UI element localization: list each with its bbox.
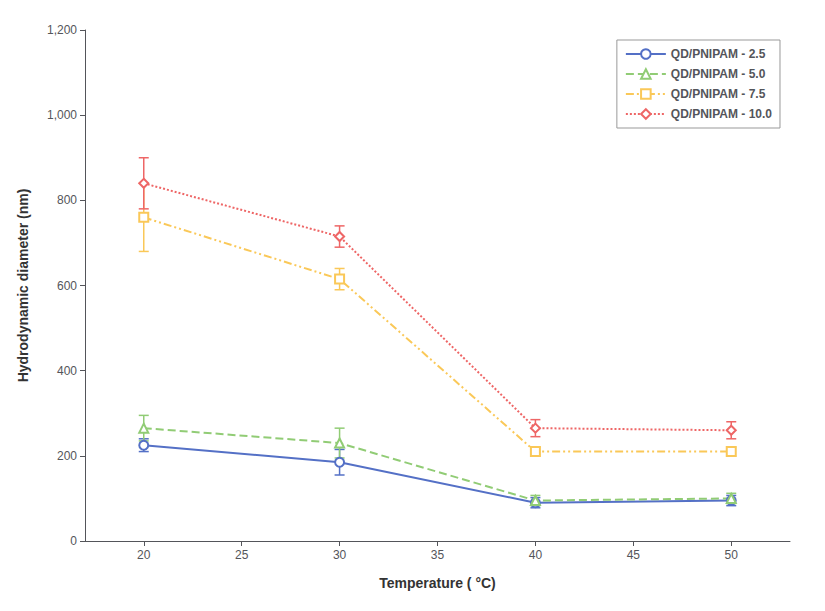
svg-text:35: 35 [431, 548, 445, 562]
svg-text:QD/PNIPAM - 10.0: QD/PNIPAM - 10.0 [671, 107, 772, 121]
svg-text:45: 45 [627, 548, 641, 562]
svg-text:200: 200 [57, 449, 77, 463]
svg-text:800: 800 [57, 193, 77, 207]
svg-text:40: 40 [529, 548, 543, 562]
svg-text:20: 20 [137, 548, 151, 562]
svg-text:QD/PNIPAM - 2.5: QD/PNIPAM - 2.5 [671, 47, 766, 61]
svg-text:30: 30 [333, 548, 347, 562]
svg-text:600: 600 [57, 279, 77, 293]
svg-text:Hydrodynamic diameter (nm): Hydrodynamic diameter (nm) [15, 189, 31, 383]
svg-text:400: 400 [57, 364, 77, 378]
svg-text:50: 50 [725, 548, 739, 562]
svg-text:Temperature ( °C): Temperature ( °C) [379, 575, 496, 591]
svg-text:1,000: 1,000 [47, 108, 77, 122]
svg-text:1,200: 1,200 [47, 23, 77, 37]
svg-text:QD/PNIPAM - 5.0: QD/PNIPAM - 5.0 [671, 67, 766, 81]
svg-text:QD/PNIPAM - 7.5: QD/PNIPAM - 7.5 [671, 87, 766, 101]
svg-text:0: 0 [70, 534, 77, 548]
svg-text:25: 25 [235, 548, 249, 562]
